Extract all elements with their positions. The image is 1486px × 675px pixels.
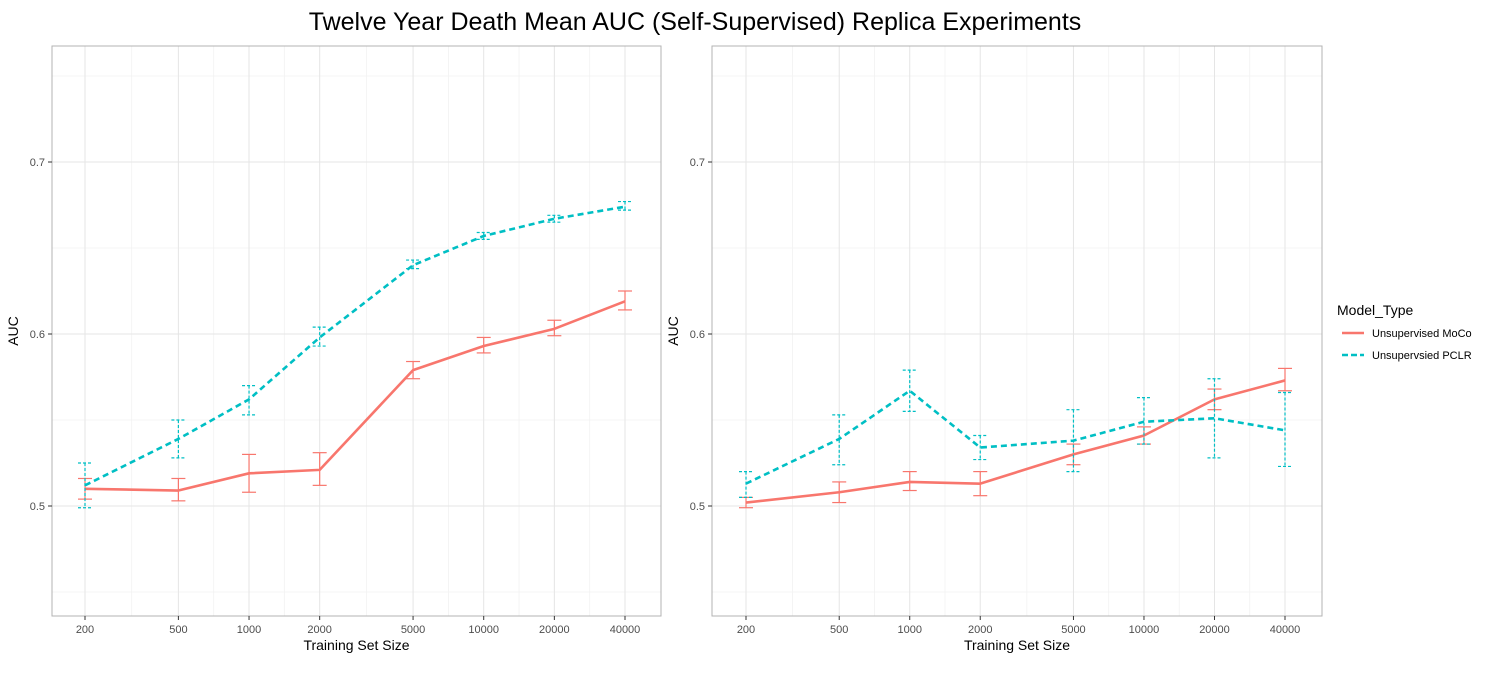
panel-left-ytick-label-2: 0.7 bbox=[30, 157, 45, 169]
panel-right-border bbox=[711, 45, 1323, 617]
panel-left-xtick-label-1: 500 bbox=[169, 624, 187, 636]
panel-right-xtick-label-2: 1000 bbox=[897, 624, 921, 636]
panel-left-border bbox=[51, 45, 662, 617]
panel-left-pclr-line bbox=[84, 205, 626, 487]
panel-right-ylabel: AUC bbox=[665, 316, 681, 346]
panel-left-ytick-label-1: 0.6 bbox=[30, 329, 45, 341]
panel-left-xlabel: Training Set Size bbox=[303, 637, 409, 653]
legend-label-pclr: Unsupervsied PCLR bbox=[1372, 350, 1472, 362]
panel-right-ytick-label-1: 0.6 bbox=[690, 329, 705, 341]
panel-left-ylabel: AUC bbox=[5, 316, 21, 346]
panel-right-ytick-label-0: 0.5 bbox=[690, 501, 705, 513]
panel-right-moco-line bbox=[745, 379, 1286, 504]
panel-right-xlabel: Training Set Size bbox=[964, 637, 1070, 653]
panel-left-background bbox=[52, 46, 661, 616]
panel-right-xtick-label-1: 500 bbox=[830, 624, 848, 636]
panel-left-xtick-label-3: 2000 bbox=[307, 624, 331, 636]
panel-left-xtick-label-2: 1000 bbox=[237, 624, 261, 636]
panel-left-xtick-label-0: 200 bbox=[76, 624, 94, 636]
panel-left-xtick-label-4: 5000 bbox=[401, 624, 425, 636]
panel-right-background bbox=[712, 46, 1322, 616]
panel-left-ytick-label-0: 0.5 bbox=[30, 501, 45, 513]
panel-right-xtick-label-4: 5000 bbox=[1061, 624, 1085, 636]
panel-right-xtick-label-0: 200 bbox=[737, 624, 755, 636]
panel-left-xtick-label-5: 10000 bbox=[468, 624, 499, 636]
panel-right-ytick-label-2: 0.7 bbox=[690, 157, 705, 169]
panel-right-xtick-label-6: 20000 bbox=[1199, 624, 1230, 636]
panel-right-xtick-label-3: 2000 bbox=[968, 624, 992, 636]
legend-title: Model_Type bbox=[1337, 302, 1413, 318]
panel-right-pclr-line bbox=[745, 389, 1286, 485]
panel-right-xtick-label-7: 40000 bbox=[1270, 624, 1301, 636]
legend-label-moco: Unsupervised MoCo bbox=[1372, 328, 1472, 340]
panel-right-xtick-label-5: 10000 bbox=[1129, 624, 1160, 636]
panel-left-xtick-label-7: 40000 bbox=[610, 624, 641, 636]
panel-left-moco-line bbox=[84, 300, 626, 492]
panel-left-xtick-label-6: 20000 bbox=[539, 624, 570, 636]
chart-title: Twelve Year Death Mean AUC (Self-Supervi… bbox=[309, 8, 1082, 36]
